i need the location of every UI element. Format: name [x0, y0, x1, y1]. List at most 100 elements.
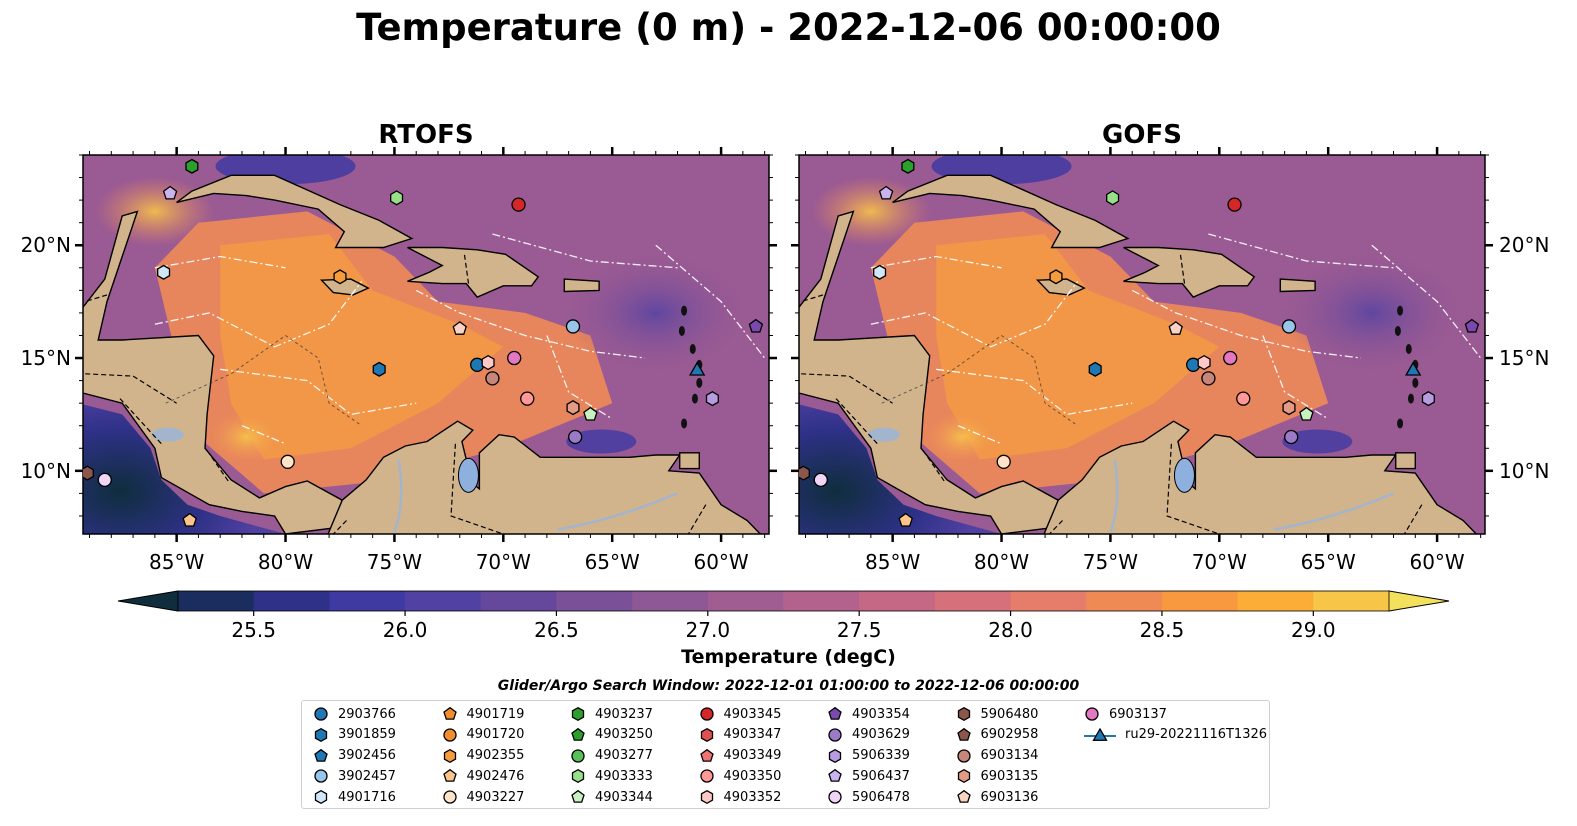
eez-boundary — [936, 368, 1133, 416]
legend-item-6903134: 6903134 — [955, 746, 1038, 766]
legend-symbol — [699, 769, 714, 784]
colorbar-segment — [480, 591, 557, 611]
colorbar-tick-label: 27.5 — [837, 618, 882, 642]
lat-tick-label: 15°N — [21, 346, 71, 370]
country-border — [801, 373, 893, 404]
platform-marker-4901716 — [873, 264, 887, 280]
legend-marker — [699, 769, 714, 784]
legend-marker — [314, 769, 328, 784]
map-frame — [82, 154, 770, 535]
legend-symbol — [314, 707, 328, 721]
colorbar-extend-high — [1388, 590, 1450, 612]
legend-item-3902456: 3902456 — [312, 746, 396, 766]
legend-item-4902355: 4902355 — [441, 746, 524, 766]
colorbar-segment — [405, 591, 482, 611]
platform-marker-6903135 — [566, 400, 580, 416]
legend-marker — [957, 769, 970, 784]
platform-marker-4903352 — [1197, 354, 1211, 371]
legend-marker — [828, 769, 842, 783]
legend-symbol — [699, 748, 714, 762]
legend-item-4903333: 4903333 — [569, 766, 653, 786]
legend-marker — [700, 790, 713, 805]
country-border — [1166, 443, 1220, 534]
legend-label: 3902456 — [338, 748, 396, 764]
country-border — [1048, 520, 1063, 534]
legend-symbol — [442, 728, 457, 742]
land-south-america — [327, 420, 762, 534]
legend-label: 4903227 — [466, 789, 525, 805]
legend-symbol — [571, 769, 585, 784]
legend-label: 4903333 — [595, 768, 653, 784]
figure-title: Temperature (0 m) - 2022-12-06 00:00:00 — [356, 6, 1221, 49]
land-cuba — [176, 174, 414, 249]
eez-boundary — [1131, 289, 1361, 359]
legend-item-4903345: 4903345 — [698, 704, 781, 724]
colorbar-tick-label: 28.0 — [988, 618, 1033, 642]
eez-boundary — [492, 233, 678, 269]
legend-marker — [956, 727, 971, 741]
legend-label: 4901716 — [338, 789, 396, 805]
eez-boundary — [655, 244, 766, 359]
platform-marker-5906437 — [162, 185, 178, 200]
legend-label: 4903354 — [852, 706, 910, 722]
legend-marker — [314, 748, 328, 762]
country-border — [1179, 251, 1186, 284]
legend-marker — [443, 748, 456, 763]
legend-marker — [442, 790, 457, 804]
legend-marker — [571, 748, 585, 763]
cool-patch — [1282, 429, 1353, 454]
country-border — [450, 443, 504, 534]
colorbar-tick-label: 27.0 — [686, 618, 731, 642]
lat-tick-label: 10°N — [21, 459, 71, 483]
eez-boundary — [1208, 233, 1394, 269]
colorbar-extend-low — [117, 590, 179, 612]
legend-marker — [442, 769, 457, 783]
lake-nicaragua — [151, 427, 184, 442]
island — [1405, 344, 1412, 355]
legend-item-4902476: 4902476 — [441, 766, 525, 786]
legend-label: 4903352 — [723, 789, 782, 805]
bathymetry-contour — [881, 334, 1079, 427]
country-border — [85, 294, 108, 303]
colorbar-segment — [178, 591, 255, 611]
cool-patch — [1281, 252, 1462, 373]
platform-marker-ru29-20221116T1326 — [688, 361, 706, 376]
platform-marker-4903333 — [1106, 190, 1120, 206]
legend-marker — [956, 748, 971, 763]
colorbar-segment — [934, 591, 1012, 611]
platform-marker-4903227 — [280, 454, 295, 469]
legend-item-5906478: 5906478 — [826, 787, 910, 807]
legend-symbol — [828, 790, 842, 804]
land-central-america — [83, 210, 343, 534]
legend-label: 4902476 — [466, 768, 525, 784]
legend-item-4903250: 4903250 — [569, 725, 653, 745]
colorbar-segment — [1010, 591, 1087, 611]
platform-marker-5906478 — [97, 472, 112, 488]
legend-symbol — [956, 790, 971, 803]
legend-label: 4903237 — [595, 706, 653, 722]
lat-tick-label: 20°N — [1499, 233, 1549, 257]
colorbar-label: Temperature (degC) — [681, 646, 896, 668]
legend-symbol — [957, 769, 970, 784]
platform-marker-3902457 — [1281, 319, 1297, 334]
legend-symbol — [443, 748, 456, 763]
platform-marker-4901716 — [157, 264, 171, 280]
platform-marker-6903134 — [1201, 371, 1216, 386]
legend-symbol — [700, 790, 713, 805]
river — [393, 459, 403, 533]
land-trinidad — [679, 452, 700, 470]
platform-marker-4903350 — [520, 391, 535, 406]
land-cuba — [892, 174, 1130, 249]
lon-tick-label: 75°W — [367, 550, 422, 574]
legend-label: 4903347 — [723, 727, 782, 743]
colorbar-frame — [177, 590, 1390, 612]
legend-item-4901720: 4901720 — [441, 725, 524, 745]
legend-symbol — [571, 748, 585, 763]
legend-symbol — [314, 769, 328, 784]
legend-label: 3902457 — [338, 768, 396, 784]
legend-marker — [1084, 727, 1116, 741]
lake-maracaibo — [457, 457, 479, 493]
legend-marker — [571, 727, 585, 741]
hot-spot — [810, 176, 931, 247]
platform-marker-4903227 — [996, 454, 1011, 469]
